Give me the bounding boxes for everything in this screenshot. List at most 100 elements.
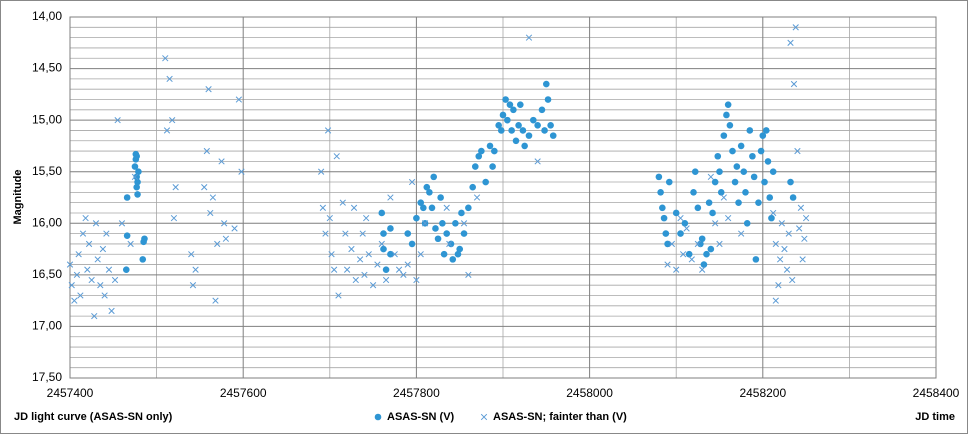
data-point [222,235,230,242]
data-point [699,266,706,273]
data-point [781,245,788,253]
data-point [519,127,527,134]
data-point [769,168,777,176]
data-point [374,261,381,268]
data-point [802,214,810,222]
data-point [203,147,210,155]
data-point [356,256,364,263]
legend-label: ASAS-SN; fainter than (V) [493,411,627,423]
data-point [163,127,171,134]
data-point [541,127,548,134]
data-point [408,240,416,248]
data-point [525,132,533,139]
data-point [664,240,671,248]
data-point [135,168,142,176]
data-point [114,116,121,124]
data-point [482,178,489,186]
data-point [465,204,472,212]
data-point [720,194,727,201]
data-point [352,276,359,284]
data-point [209,194,217,201]
data-point [794,147,801,155]
data-point [317,168,325,175]
data-point [517,101,524,108]
data-point [413,276,420,284]
data-point [387,225,394,232]
data-point [166,75,173,83]
data-point [742,189,749,196]
data-point [443,230,451,237]
data-point [544,96,552,103]
legend-marker [374,413,382,421]
data-point [363,214,370,222]
data-point [525,34,533,41]
data-point [172,184,179,191]
data-point [717,189,725,196]
data-point [478,147,485,155]
data-point [716,168,723,176]
data-point [737,142,745,150]
data-point [170,214,178,222]
data-point [685,250,693,258]
data-point [101,292,108,299]
data-point [506,101,514,108]
data-point [731,178,739,186]
data-point [681,219,689,227]
data-point [79,230,87,237]
data-point [437,194,444,201]
data-point [508,127,515,134]
data-point [369,282,377,289]
data-point [131,173,139,181]
y-tick-label: 14,00 [32,9,62,23]
data-point [530,116,537,124]
data-point [549,132,557,139]
data-point [792,24,799,31]
data-point [75,251,82,258]
data-point [534,158,541,165]
x-tick-label: 2458400 [913,386,960,400]
data-point [359,230,366,237]
data-point [752,256,760,263]
data-point [118,220,126,227]
data-point [787,39,794,46]
data-point [434,235,442,243]
data-point [387,194,394,201]
data-point [499,111,507,119]
data-point [192,266,199,273]
data-point [515,122,522,129]
y-tick-label: 16,50 [32,267,62,281]
data-point [504,116,511,124]
data-point [169,116,176,124]
data-point [768,214,775,222]
data-point [679,251,687,258]
data-point [94,256,101,263]
data-point [512,137,520,145]
data-point [700,261,708,268]
data-point [380,230,387,237]
data-point [395,266,403,273]
data-point [73,271,81,279]
data-point [218,158,225,165]
data-point [724,101,732,108]
data-point [660,214,668,222]
data-point [473,194,481,201]
data-point [440,250,448,258]
data-point [426,189,433,196]
data-point [77,292,84,299]
data-point [469,183,476,191]
data-point [220,220,228,227]
data-point [201,184,208,191]
data-point [725,214,732,222]
data-point [737,230,745,237]
data-point [333,153,340,160]
data-point [71,297,78,304]
data-point [330,266,338,273]
x-tick-label: 2458200 [739,386,786,400]
data-point [690,189,697,196]
data-point [495,122,502,129]
data-point [688,256,695,263]
data-point [787,178,794,186]
data-point [88,276,95,284]
